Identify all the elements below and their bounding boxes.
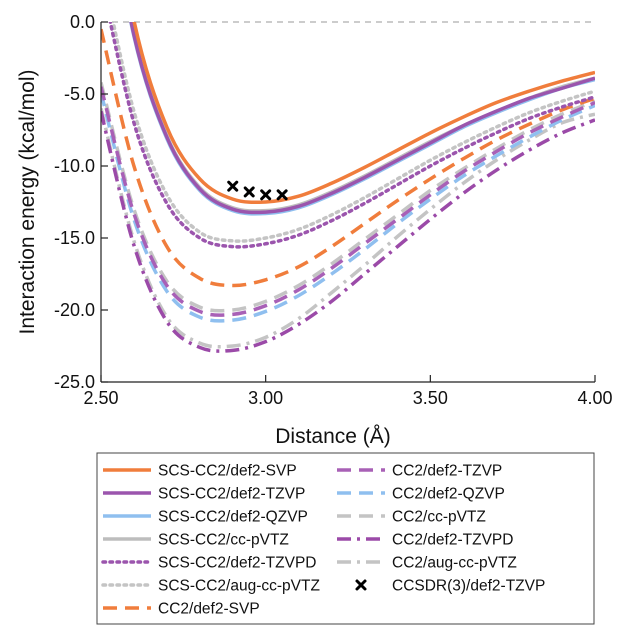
legend-item-scs-cc2-def2-qzvp: SCS-CC2/def2-QZVP (103, 509, 308, 526)
legend-label: CC2/def2-TZVP (392, 463, 502, 480)
data-point-ccsdr-3-def2-tzvp (243, 186, 255, 198)
y-tick-label: -25.0 (54, 372, 95, 392)
series-line-scs-cc2-aug-cc-pvtz (111, 22, 595, 243)
legend-label: CCSDR(3)/def2-TZVP (392, 578, 545, 595)
series-line-cc2-def2-tzvpd (101, 110, 595, 353)
series-line-scs-cc2-def2-tzvp (129, 22, 595, 215)
legend-item-cc2-def2-svp: CC2/def2-SVP (103, 601, 260, 618)
legend-item-cc2-cc-pvtz: CC2/cc-pVTZ (337, 509, 486, 526)
legend-item-scs-cc2-cc-pvtz: SCS-CC2/cc-pVTZ (103, 532, 289, 549)
y-tick-label: -20.0 (54, 300, 95, 320)
y-tick-label: -15.0 (54, 228, 95, 248)
legend-label: CC2/aug-cc-pVTZ (392, 555, 517, 572)
series-line-scs-cc2-def2-tzvpd (108, 22, 595, 249)
legend-item-scs-cc2-aug-cc-pvtz: SCS-CC2/aug-cc-pVTZ (101, 578, 320, 595)
legend-swatch (355, 579, 367, 591)
legend-label: CC2/def2-SVP (158, 601, 260, 618)
legend-item-cc2-aug-cc-pvtz: CC2/aug-cc-pVTZ (337, 555, 517, 572)
y-tick-label: -5.0 (64, 84, 95, 104)
legend-label: SCS-CC2/cc-pVTZ (158, 532, 289, 549)
series-line-cc2-def2-tzvp (101, 86, 595, 317)
legend: SCS-CC2/def2-SVP SCS-CC2/def2-TZVP SCS-CC2… (96, 452, 595, 625)
legend-item-ccsdr-3-def2-tzvp: CCSDR(3)/def2-TZVP (355, 578, 545, 595)
y-tick-label: 0.0 (70, 12, 95, 32)
data-point-ccsdr-3-def2-tzvp (260, 189, 272, 201)
legend-label: CC2/def2-TZVPD (392, 532, 513, 549)
legend-label: CC2/cc-pVTZ (392, 509, 486, 526)
x-tick-label: 2.50 (83, 388, 118, 408)
ticks-layer: 0.0 -5.0 -10.0 -15.0 -20.0 -25.02.50 3.00 3.50 4… (54, 12, 613, 408)
legend-item-cc2-def2-tzvp: CC2/def2-TZVP (337, 463, 502, 480)
series-line-cc2-def2-qzvp (101, 92, 595, 323)
x-tick-label: 4.00 (577, 388, 612, 408)
data-point-ccsdr-3-def2-tzvp (276, 189, 288, 201)
series-line-scs-cc2-def2-qzvp (129, 22, 595, 216)
series-line-scs-cc2-cc-pvtz (129, 22, 595, 213)
series-line-cc2-cc-pvtz (101, 82, 595, 313)
x-tick-label: 3.00 (248, 388, 283, 408)
legend-item-scs-cc2-def2-tzvp: SCS-CC2/def2-TZVP (103, 486, 305, 503)
legend-items: SCS-CC2/def2-SVP SCS-CC2/def2-TZVP SCS-CC2… (101, 463, 545, 618)
y-tick-label: -10.0 (54, 156, 95, 176)
legend-item-scs-cc2-def2-svp: SCS-CC2/def2-SVP (103, 463, 297, 480)
legend-item-cc2-def2-tzvpd: CC2/def2-TZVPD (337, 532, 513, 549)
legend-label: CC2/def2-QZVP (392, 486, 505, 503)
legend-item-scs-cc2-def2-tzvpd: SCS-CC2/def2-TZVPD (101, 555, 316, 572)
legend-item-cc2-def2-qzvp: CC2/def2-QZVP (337, 486, 505, 503)
legend-label: SCS-CC2/def2-SVP (158, 463, 297, 480)
marker-layer (227, 180, 288, 201)
series-line-cc2-def2-svp (101, 28, 595, 288)
series-line-cc2-aug-cc-pvtz (101, 107, 595, 349)
series-line-scs-cc2-def2-svp (132, 22, 595, 205)
plot-frame (100, 22, 595, 383)
legend-label: SCS-CC2/def2-QZVP (158, 509, 308, 526)
series-layer (101, 22, 595, 353)
legend-label: SCS-CC2/def2-TZVP (158, 486, 305, 503)
data-point-ccsdr-3-def2-tzvp (227, 180, 239, 192)
legend-label: SCS-CC2/aug-cc-pVTZ (158, 578, 320, 595)
x-tick-label: 3.50 (413, 388, 448, 408)
x-axis-label: Distance (Å) (275, 425, 391, 448)
legend-label: SCS-CC2/def2-TZVPD (158, 555, 316, 572)
y-axis-label: Interaction energy (kcal/mol) (16, 70, 39, 335)
